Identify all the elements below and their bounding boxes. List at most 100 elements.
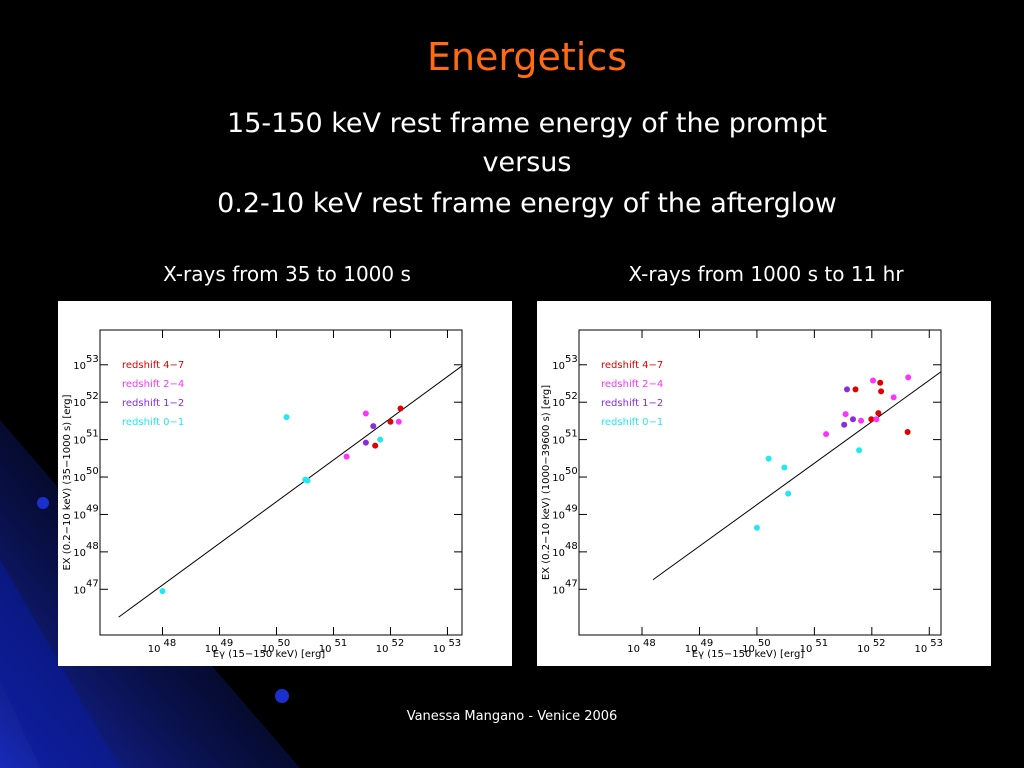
x-tick-label: 10: [742, 644, 755, 655]
subtitle-line: 0.2-10 keV rest frame energy of the afte…: [217, 188, 837, 219]
x-axis-label: Eγ (15−150 keV) [erg]: [692, 649, 805, 660]
y-tick-label: 10: [73, 398, 86, 409]
data-point: [870, 377, 877, 384]
y-tick-label: 10: [73, 436, 86, 447]
x-tick-label: 10: [857, 644, 870, 655]
data-point: [362, 439, 369, 446]
data-point: [785, 490, 792, 497]
x-tick-exponent: 53: [448, 638, 461, 649]
subtitle-line: 15-150 keV rest frame energy of the prom…: [227, 108, 827, 139]
x-tick-exponent: 50: [758, 638, 771, 649]
x-tick-label: 10: [262, 644, 275, 655]
y-tick-label: 10: [73, 585, 86, 596]
data-point: [395, 418, 402, 425]
x-tick-label: 10: [800, 644, 813, 655]
y-axis-label: EX (0.2−10 keV) (1000−39600 s) [erg]: [541, 385, 552, 580]
y-axis-label: EX (0.2−10 keV) (35−1000 s) [erg]: [62, 394, 73, 570]
plot-background: [58, 301, 512, 666]
data-point: [856, 447, 863, 454]
data-point: [387, 418, 394, 425]
y-tick-label: 10: [552, 436, 565, 447]
plot-background: [537, 301, 991, 666]
x-tick-label: 10: [319, 644, 332, 655]
data-point: [868, 416, 875, 423]
data-point: [858, 417, 865, 424]
y-tick-exponent: 53: [565, 354, 578, 365]
x-tick-exponent: 48: [643, 638, 656, 649]
x-tick-exponent: 49: [220, 638, 233, 649]
data-point: [878, 388, 885, 395]
x-tick-exponent: 48: [164, 638, 177, 649]
x-tick-exponent: 49: [700, 638, 713, 649]
y-tick-label: 10: [552, 548, 565, 559]
y-tick-exponent: 49: [86, 503, 99, 514]
y-tick-label: 10: [73, 473, 86, 484]
y-tick-exponent: 47: [565, 578, 578, 589]
y-tick-label: 10: [73, 361, 86, 372]
data-point: [890, 394, 897, 401]
y-tick-label: 10: [552, 361, 565, 372]
data-point: [372, 442, 379, 449]
legend-label: redshift 2−4: [601, 379, 663, 390]
data-point: [765, 455, 772, 462]
y-tick-exponent: 48: [565, 541, 578, 552]
y-tick-label: 10: [73, 510, 86, 521]
plot: 1048104910501051105210531047104810491050…: [537, 301, 991, 666]
data-point: [904, 428, 911, 435]
data-point: [842, 411, 849, 418]
data-point: [304, 477, 311, 484]
y-tick-label: 10: [552, 473, 565, 484]
data-point: [852, 386, 859, 393]
data-point: [362, 410, 369, 417]
fit-line: [652, 371, 942, 581]
footer: Vanessa Mangano - Venice 2006: [407, 709, 618, 724]
x-tick-label: 10: [627, 644, 640, 655]
y-tick-exponent: 50: [86, 466, 99, 477]
x-tick-label: 10: [685, 644, 698, 655]
x-tick-exponent: 53: [930, 638, 943, 649]
data-point: [823, 431, 830, 438]
data-point: [283, 414, 290, 421]
data-point: [841, 421, 848, 428]
data-point: [343, 453, 350, 460]
y-tick-exponent: 52: [86, 391, 99, 402]
x-axis-label: Eγ (15−150 keV) [erg]: [213, 649, 326, 660]
panel-title: X-rays from 1000 s to 11 hr: [628, 262, 904, 286]
y-tick-exponent: 48: [86, 541, 99, 552]
legend-label: redshift 2−4: [122, 379, 184, 390]
data-point: [875, 410, 882, 417]
y-tick-label: 10: [552, 510, 565, 521]
y-tick-label: 10: [73, 548, 86, 559]
data-point: [844, 386, 851, 393]
decor-dot: [37, 497, 49, 509]
panel-title: X-rays from 35 to 1000 s: [163, 262, 411, 286]
y-tick-exponent: 53: [86, 354, 99, 365]
plot: 1048104910501051105210531047104810491050…: [58, 301, 512, 666]
x-tick-label: 10: [915, 644, 928, 655]
legend-label: redshift 0−1: [122, 417, 184, 428]
x-tick-label: 10: [205, 644, 218, 655]
data-point: [781, 464, 788, 471]
y-tick-exponent: 50: [565, 466, 578, 477]
data-point: [377, 436, 384, 443]
y-tick-exponent: 51: [86, 429, 99, 440]
plot-frame: [99, 329, 463, 636]
y-tick-exponent: 47: [86, 578, 99, 589]
data-point: [873, 416, 880, 423]
slide-title: Energetics: [427, 35, 627, 79]
x-tick-label: 10: [148, 644, 161, 655]
x-tick-exponent: 51: [815, 638, 828, 649]
y-tick-exponent: 52: [565, 391, 578, 402]
legend-label: redshift 4−7: [122, 360, 184, 371]
legend-label: redshift 0−1: [601, 417, 663, 428]
y-tick-exponent: 51: [565, 429, 578, 440]
data-point: [849, 416, 856, 423]
data-point: [397, 405, 404, 412]
y-tick-label: 10: [552, 398, 565, 409]
legend-label: redshift 1−2: [122, 398, 184, 409]
data-point: [370, 423, 377, 430]
x-tick-label: 10: [433, 644, 446, 655]
decor-dot: [275, 689, 289, 703]
